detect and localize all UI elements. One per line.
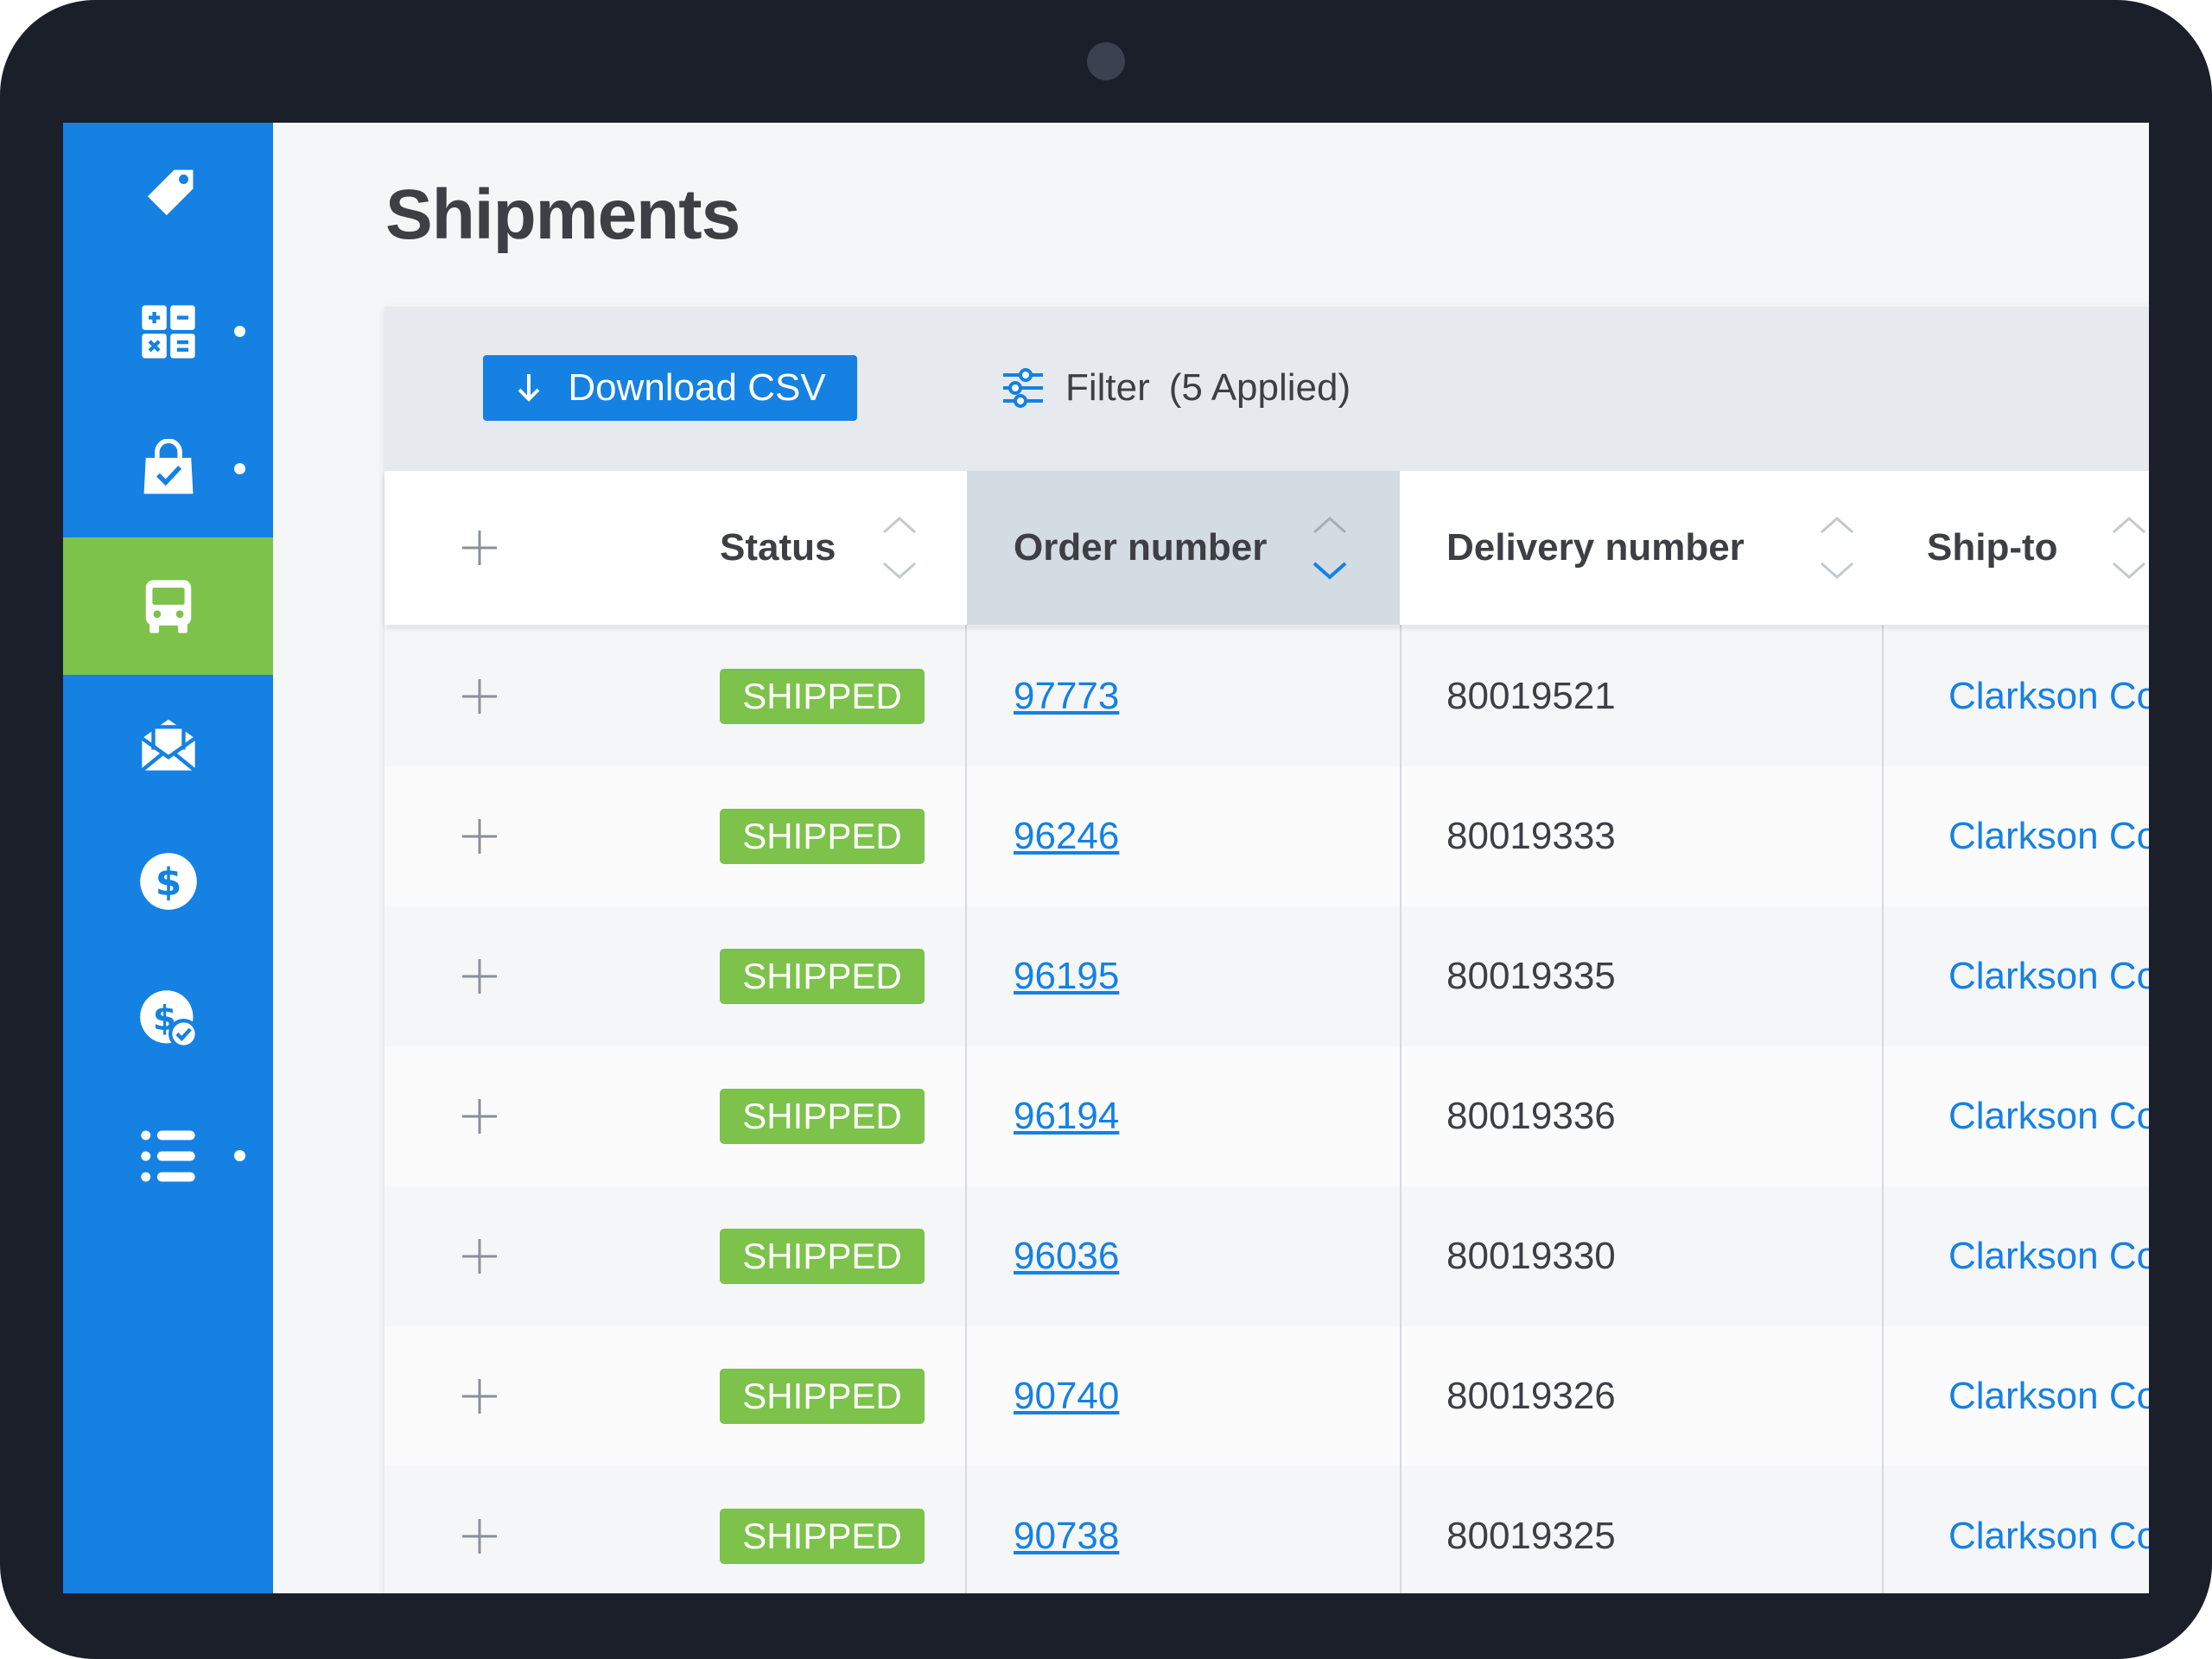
table-row[interactable]: SHIPPED 97773 80019521 Clarkson Co: [385, 626, 2149, 766]
bus-icon: [145, 579, 191, 633]
open-envelope-icon: [140, 719, 196, 772]
shipments-table: Status Order number: [385, 471, 2149, 1593]
order-number-link[interactable]: 90738: [1014, 1515, 1120, 1557]
page-title: Shipments: [385, 175, 741, 254]
expand-row-plus-icon[interactable]: [461, 957, 499, 995]
table-row[interactable]: SHIPPED 96246 80019333 Clarkson Co: [385, 766, 2149, 906]
sidebar-item-shipments[interactable]: [63, 537, 273, 675]
expand-row-plus-icon[interactable]: [461, 677, 499, 715]
sidebar-item-lists[interactable]: [63, 1087, 273, 1224]
download-arrow-icon: [518, 374, 540, 402]
ship-to-link[interactable]: Clarkson Co: [1948, 815, 2149, 857]
expand-all-plus-icon[interactable]: [461, 529, 499, 567]
column-header-order-number[interactable]: Order number: [967, 471, 1400, 625]
sidebar-item-pricing[interactable]: [63, 125, 273, 263]
tag-icon: [147, 169, 193, 215]
notification-dot: [234, 463, 245, 474]
table-row[interactable]: SHIPPED 96194 80019336 Clarkson Co: [385, 1046, 2149, 1186]
status-badge: SHIPPED: [720, 949, 925, 1004]
expand-row-plus-icon[interactable]: [461, 1097, 499, 1135]
status-badge: SHIPPED: [720, 1369, 925, 1424]
table-row[interactable]: SHIPPED 90740 80019326 Clarkson Co: [385, 1326, 2149, 1466]
table-header: Status Order number: [385, 471, 2149, 625]
order-number-link[interactable]: 96194: [1014, 1095, 1120, 1137]
ship-to-link[interactable]: Clarkson Co: [1948, 675, 2149, 717]
ship-to-link[interactable]: Clarkson Co: [1948, 955, 2149, 997]
notification-dot: [234, 1150, 245, 1161]
order-number-link[interactable]: 96246: [1014, 815, 1120, 857]
sort-icon[interactable]: [2110, 515, 2148, 581]
sidebar-item-orders[interactable]: [63, 400, 273, 537]
status-badge: SHIPPED: [720, 1509, 925, 1564]
order-number-link[interactable]: 96195: [1014, 955, 1120, 997]
column-label-order-number: Order number: [1014, 526, 1268, 569]
sort-icon[interactable]: [880, 515, 918, 581]
shipments-panel: Download CSV Filter (5 Applied): [385, 307, 2149, 1593]
delivery-number: 80019325: [1446, 1515, 1616, 1557]
sidebar-item-calculator[interactable]: [63, 263, 273, 400]
calculator-icon: [141, 304, 195, 359]
column-divider: [965, 471, 967, 1593]
delivery-number: 80019326: [1446, 1375, 1616, 1417]
ship-to-link[interactable]: Clarkson Co: [1948, 1235, 2149, 1277]
sidebar: $ $: [63, 123, 273, 1593]
column-header-ship-to[interactable]: Ship-to: [1884, 471, 2149, 625]
order-number-link[interactable]: 97773: [1014, 675, 1120, 717]
dollar-circle-icon: $: [139, 852, 197, 910]
shopping-bag-check-icon: [143, 438, 193, 493]
sort-descending-icon[interactable]: [1311, 515, 1349, 581]
expand-row-plus-icon[interactable]: [461, 817, 499, 855]
sidebar-item-invoices[interactable]: $: [63, 950, 273, 1087]
status-badge: SHIPPED: [720, 1229, 925, 1284]
download-csv-label: Download CSV: [568, 366, 826, 409]
column-header-delivery-number[interactable]: Delivery number: [1402, 471, 1882, 625]
delivery-number: 80019330: [1446, 1235, 1616, 1277]
column-divider: [1882, 471, 1884, 1593]
expand-row-plus-icon[interactable]: [461, 1517, 499, 1555]
table-row[interactable]: SHIPPED 96036 80019330 Clarkson Co: [385, 1186, 2149, 1326]
app-screen: $ $: [63, 123, 2149, 1593]
status-badge: SHIPPED: [720, 1089, 925, 1144]
filter-applied-count: (5 Applied): [1168, 366, 1351, 409]
order-number-link[interactable]: 90740: [1014, 1375, 1120, 1417]
toolbar: Download CSV Filter (5 Applied): [385, 307, 2149, 471]
ship-to-link[interactable]: Clarkson Co: [1948, 1515, 2149, 1557]
delivery-number: 80019333: [1446, 815, 1616, 857]
sort-icon[interactable]: [1818, 515, 1856, 581]
column-header-status[interactable]: Status: [385, 471, 965, 625]
column-label-delivery-number: Delivery number: [1446, 526, 1745, 569]
status-badge: SHIPPED: [720, 669, 925, 724]
ship-to-link[interactable]: Clarkson Co: [1948, 1375, 2149, 1417]
notification-dot: [234, 326, 245, 337]
table-row[interactable]: SHIPPED 96195 80019335 Clarkson Co: [385, 906, 2149, 1046]
dollar-check-icon: $: [139, 989, 199, 1049]
expand-row-plus-icon[interactable]: [461, 1237, 499, 1275]
column-label-status: Status: [720, 526, 836, 569]
filter-button[interactable]: Filter (5 Applied): [1000, 355, 1351, 421]
sidebar-item-messages[interactable]: [63, 675, 273, 812]
order-number-link[interactable]: 96036: [1014, 1235, 1120, 1277]
list-icon: [140, 1129, 195, 1182]
delivery-number: 80019336: [1446, 1095, 1616, 1137]
status-badge: SHIPPED: [720, 809, 925, 864]
delivery-number: 80019335: [1446, 955, 1616, 997]
ship-to-link[interactable]: Clarkson Co: [1948, 1095, 2149, 1137]
filter-label: Filter: [1065, 366, 1150, 409]
sidebar-item-payments[interactable]: $: [63, 812, 273, 950]
delivery-number: 80019521: [1446, 675, 1616, 717]
camera-dot: [1087, 42, 1125, 80]
svg-text:$: $: [155, 860, 181, 904]
filter-sliders-icon: [1003, 368, 1043, 408]
column-divider: [1400, 471, 1402, 1593]
column-label-ship-to: Ship-to: [1927, 526, 2058, 569]
download-csv-button[interactable]: Download CSV: [483, 355, 857, 421]
table-row[interactable]: SHIPPED 90738 80019325 Clarkson Co: [385, 1466, 2149, 1593]
expand-row-plus-icon[interactable]: [461, 1377, 499, 1415]
